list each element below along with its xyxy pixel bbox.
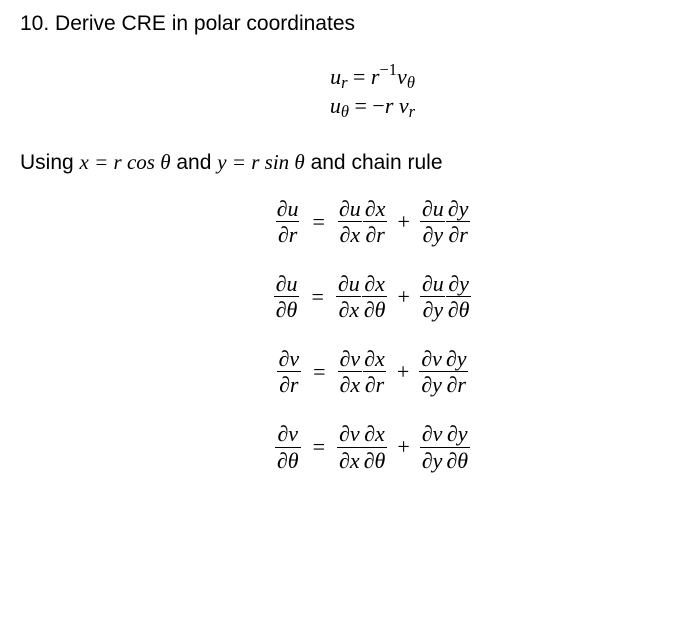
fraction-numerator: ∂v (419, 347, 444, 371)
fraction-denominator: ∂r (277, 371, 300, 396)
fraction: ∂u ∂y (420, 197, 446, 246)
term-1: ∂v ∂x ∂x ∂r (338, 347, 387, 396)
fraction-numerator: ∂v (338, 347, 363, 371)
y-eq: y = r sin θ (217, 150, 305, 174)
fraction-numerator: ∂y (444, 347, 469, 371)
fraction-numerator: ∂u (274, 272, 300, 296)
using-prefix: Using (20, 151, 80, 174)
fraction-denominator: ∂θ (275, 447, 301, 472)
fraction: ∂v ∂x (337, 422, 362, 471)
fraction: ∂y ∂θ (444, 422, 470, 471)
chain-rule-eq-4: ∂v ∂θ = ∂v ∂x ∂x ∂θ + ∂v ∂y ∂y (275, 422, 470, 471)
fraction-denominator: ∂θ (444, 447, 470, 472)
fraction-denominator: ∂r (444, 371, 467, 396)
fraction-denominator: ∂θ (274, 296, 300, 321)
chain-rule-eq-2: ∂u ∂θ = ∂u ∂x ∂x ∂θ + ∂u ∂y ∂y (274, 272, 472, 321)
fraction-denominator: ∂y (419, 371, 444, 396)
using-suffix: and chain rule (305, 151, 443, 174)
fraction: ∂x ∂θ (362, 272, 388, 321)
fraction: ∂y ∂θ (446, 272, 472, 321)
fraction: ∂u ∂θ (274, 272, 300, 321)
using-line: Using x = r cos θ and y = r sin θ and ch… (20, 150, 665, 175)
fraction-numerator: ∂u (336, 272, 362, 296)
fraction: ∂u ∂y (420, 272, 446, 321)
fraction-denominator: ∂x (337, 447, 362, 472)
chain-rule-eq-1: ∂u ∂r = ∂u ∂x ∂x ∂r + ∂u ∂y ∂y (275, 197, 471, 246)
fraction: ∂u ∂r (275, 197, 301, 246)
x-eq: x = r cos θ (80, 150, 171, 174)
using-mid: and (171, 151, 218, 174)
fraction-denominator: ∂x (338, 221, 363, 246)
chain-rule-block: ∂u ∂r = ∂u ∂x ∂x ∂r + ∂u ∂y ∂y (80, 197, 665, 498)
fraction: ∂y ∂r (444, 347, 469, 396)
fraction: ∂x ∂r (362, 347, 387, 396)
fraction: ∂v ∂y (419, 347, 444, 396)
fraction-denominator: ∂r (446, 221, 469, 246)
term-1: ∂v ∂x ∂x ∂θ (337, 422, 387, 471)
fraction-numerator: ∂y (446, 272, 471, 296)
fraction-denominator: ∂r (276, 221, 299, 246)
fraction-numerator: ∂x (363, 197, 388, 221)
fraction-denominator: ∂θ (446, 296, 472, 321)
fraction: ∂y ∂r (446, 197, 471, 246)
fraction-denominator: ∂θ (362, 296, 388, 321)
fraction: ∂v ∂θ (275, 422, 301, 471)
fraction-numerator: ∂u (420, 197, 446, 221)
fraction-numerator: ∂u (420, 272, 446, 296)
fraction-denominator: ∂x (336, 296, 361, 321)
fraction: ∂v ∂y (420, 422, 445, 471)
fraction-denominator: ∂θ (362, 447, 388, 472)
fraction-numerator: ∂y (446, 197, 471, 221)
fraction-numerator: ∂v (337, 422, 362, 446)
fraction-denominator: ∂y (420, 447, 445, 472)
term-2: ∂u ∂y ∂y ∂θ (420, 272, 472, 321)
fraction-numerator: ∂v (276, 347, 301, 371)
fraction: ∂v ∂x (338, 347, 363, 396)
plus-sign: + (393, 209, 413, 235)
fraction-numerator: ∂v (420, 422, 445, 446)
fraction-numerator: ∂x (362, 347, 387, 371)
plus-sign: + (393, 434, 413, 460)
fraction: ∂u ∂x (337, 197, 363, 246)
fraction-numerator: ∂u (337, 197, 363, 221)
given-equations: ur = r−1vθ uθ = −r vr (80, 60, 665, 122)
fraction: ∂v ∂r (276, 347, 301, 396)
fraction-numerator: ∂x (362, 422, 387, 446)
fraction-numerator: ∂y (445, 422, 470, 446)
fraction-numerator: ∂u (275, 197, 301, 221)
fraction-numerator: ∂v (275, 422, 300, 446)
plus-sign: + (393, 284, 413, 310)
term-2: ∂v ∂y ∂y ∂r (419, 347, 468, 396)
term-1: ∂u ∂x ∂x ∂θ (336, 272, 388, 321)
equals-sign: = (305, 284, 329, 310)
fraction-denominator: ∂y (420, 221, 445, 246)
fraction: ∂x ∂θ (362, 422, 388, 471)
fraction: ∂x ∂r (363, 197, 388, 246)
given-eq-2: uθ = −r vr (80, 93, 665, 122)
fraction-denominator: ∂r (363, 371, 386, 396)
term-1: ∂u ∂x ∂x ∂r (337, 197, 388, 246)
chain-rule-eq-3: ∂v ∂r = ∂v ∂x ∂x ∂r + ∂v ∂y ∂y (276, 347, 468, 396)
fraction-denominator: ∂y (420, 296, 445, 321)
fraction-denominator: ∂x (338, 371, 363, 396)
given-eq-1: ur = r−1vθ (80, 60, 665, 93)
problem-heading: 10. Derive CRE in polar coordinates (20, 12, 665, 36)
fraction: ∂u ∂x (336, 272, 362, 321)
equals-sign: = (307, 209, 331, 235)
equals-sign: = (307, 359, 331, 385)
term-2: ∂v ∂y ∂y ∂θ (420, 422, 470, 471)
equals-sign: = (307, 434, 331, 460)
plus-sign: + (393, 359, 413, 385)
fraction-numerator: ∂x (362, 272, 387, 296)
fraction-denominator: ∂r (363, 221, 386, 246)
term-2: ∂u ∂y ∂y ∂r (420, 197, 471, 246)
